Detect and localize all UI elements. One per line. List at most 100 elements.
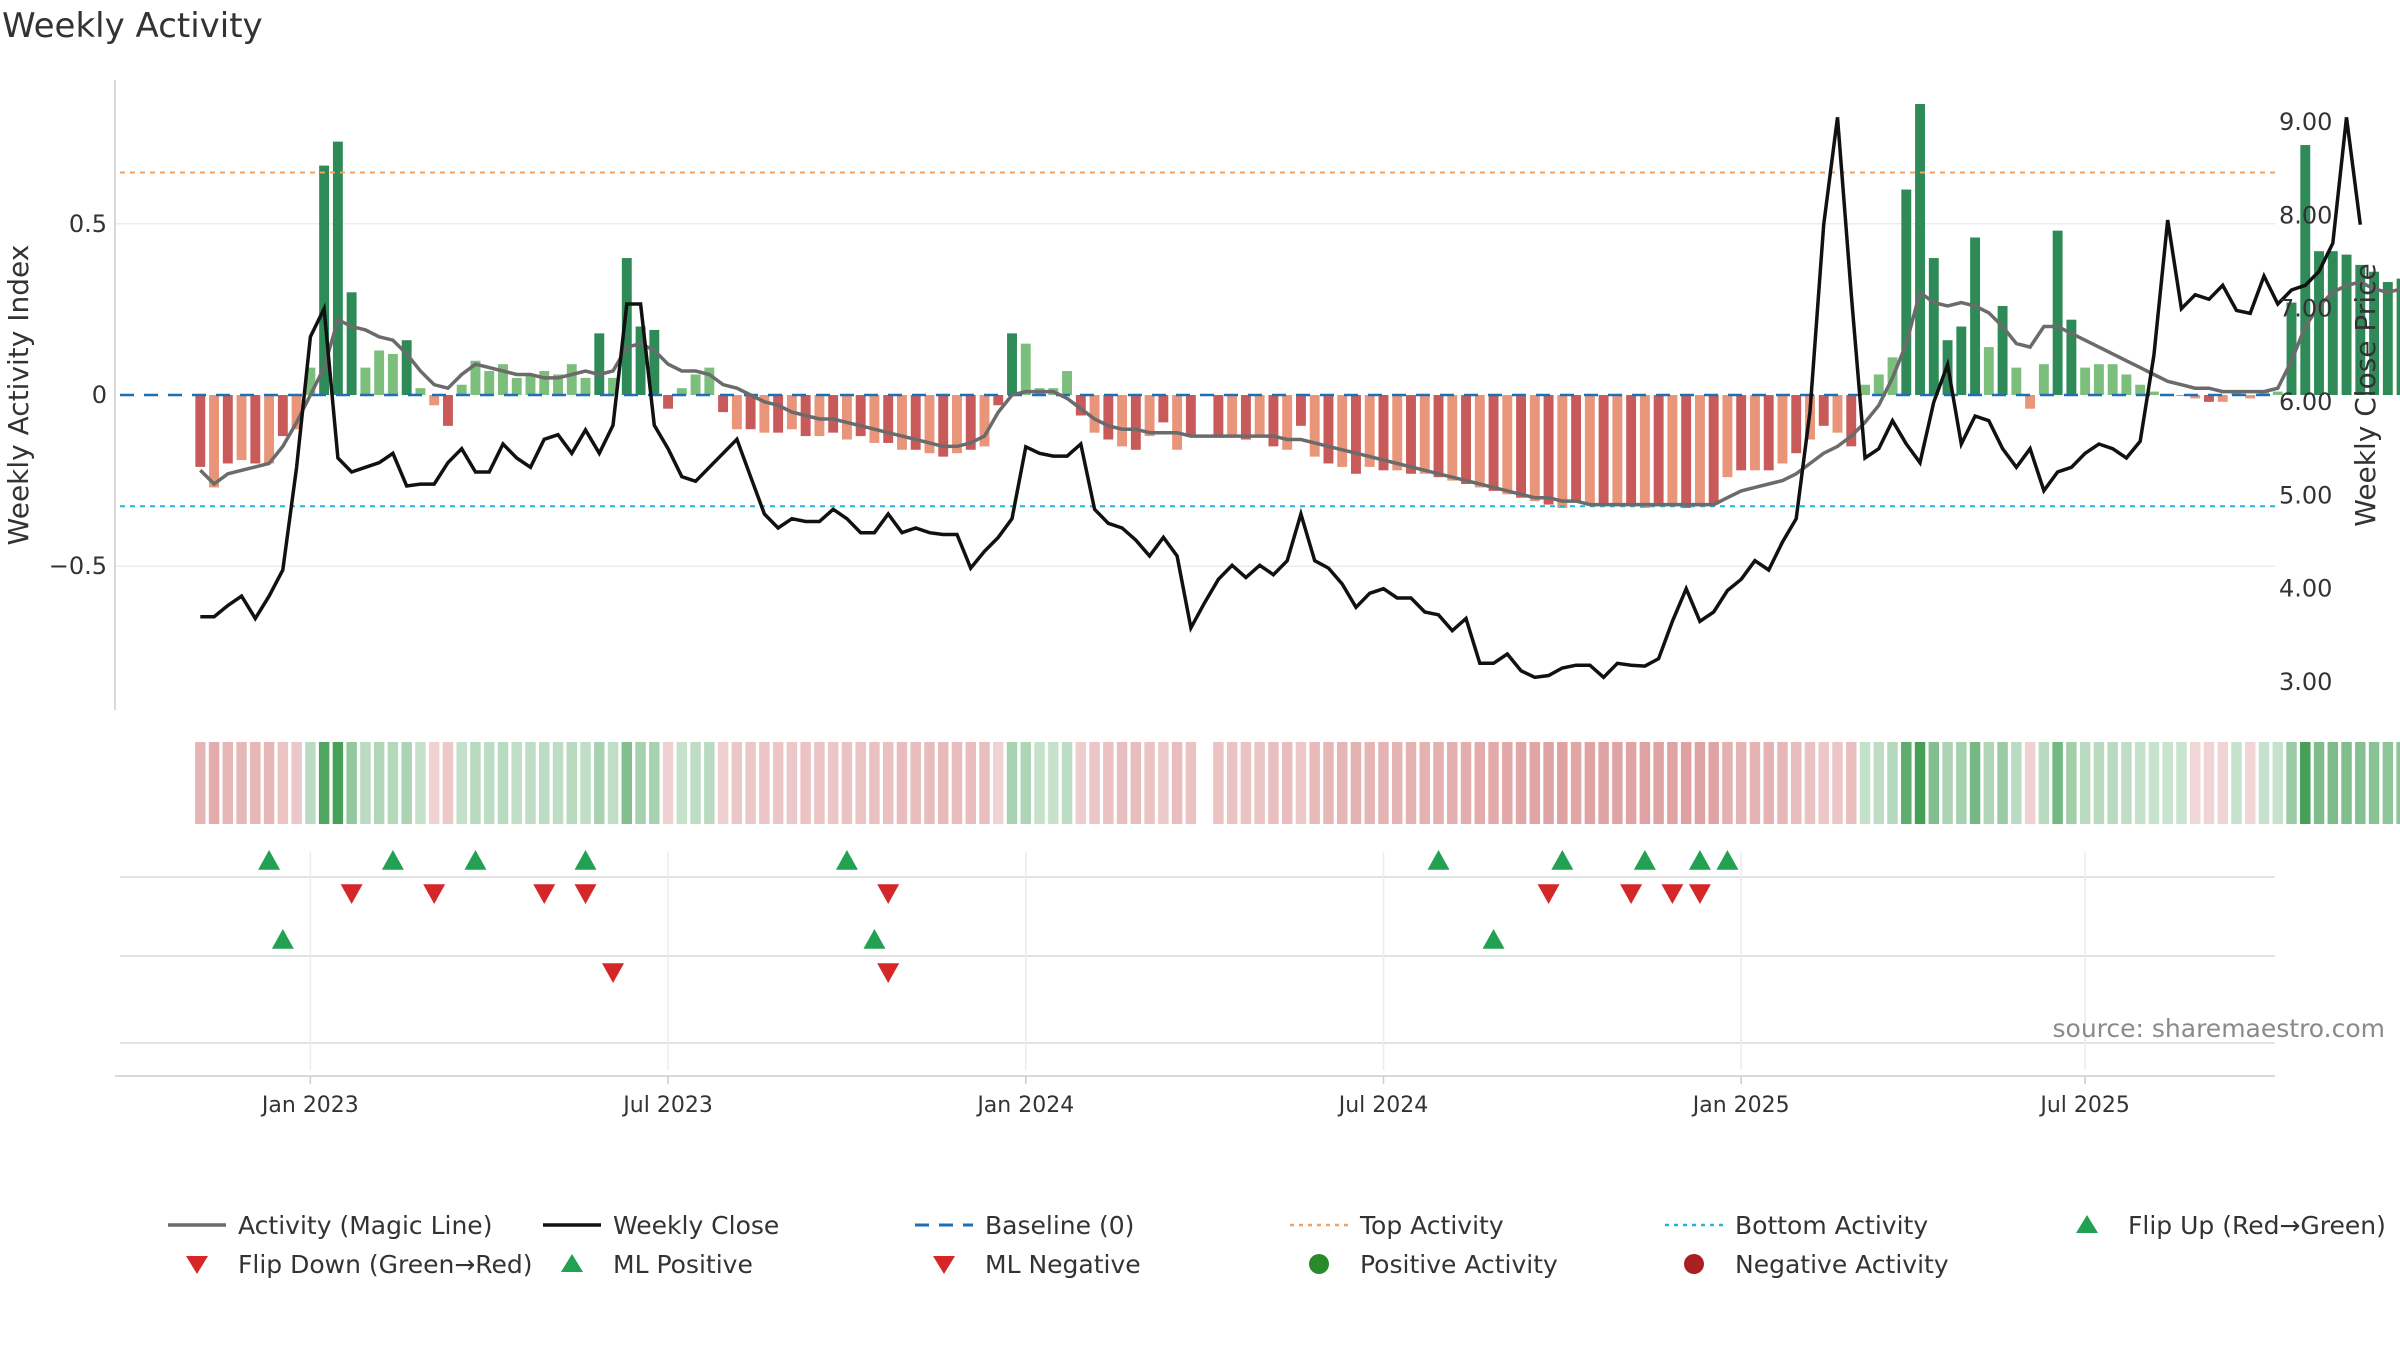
activity-bar	[718, 395, 729, 413]
activity-bar	[511, 377, 522, 395]
heat-cell	[2327, 742, 2339, 824]
flip-up-marker	[1633, 850, 1656, 870]
activity-bar	[759, 395, 770, 433]
heat-cell	[910, 742, 921, 824]
activity-bar	[1309, 395, 1320, 457]
heat-cell	[2231, 742, 2242, 824]
heat-cell	[1790, 742, 1802, 824]
activity-bar	[1378, 395, 1389, 471]
heat-cell	[387, 742, 399, 824]
heat-cell	[993, 742, 1004, 824]
heat-cell	[250, 742, 261, 824]
activity-bar	[924, 395, 935, 454]
flip-down-marker	[1661, 884, 1684, 904]
heat-cell	[1020, 742, 1032, 824]
heat-cell	[236, 742, 247, 824]
heat-cell	[1983, 742, 1995, 824]
ml-negative-marker	[602, 963, 625, 983]
magic-line	[199, 280, 2400, 507]
y-right-tick-label: 5.00	[2279, 481, 2332, 509]
flip-down-marker	[877, 884, 900, 904]
heat-cell	[2203, 742, 2215, 824]
heat-cell	[1281, 742, 1293, 824]
activity-bar	[566, 364, 577, 395]
flip-down-marker	[1688, 884, 1711, 904]
heat-cell	[1130, 742, 1142, 824]
heat-cell	[2341, 742, 2352, 824]
activity-bar	[1667, 395, 1678, 505]
activity-bar	[1571, 395, 1582, 502]
heat-cell	[1694, 742, 1706, 824]
heat-cell	[1433, 742, 1444, 824]
activity-bar	[1144, 395, 1155, 437]
heat-cell	[1254, 742, 1265, 824]
heat-cell	[346, 742, 357, 824]
heat-cell	[1956, 742, 1967, 824]
activity-bar	[264, 395, 275, 464]
activity-bar	[621, 258, 632, 395]
activity-bar	[1392, 395, 1403, 471]
ml-positive-marker	[1482, 929, 1505, 949]
activity-bar	[2107, 364, 2118, 395]
heat-cell	[360, 742, 371, 824]
heat-cell	[1942, 742, 1953, 824]
activity-bar	[456, 384, 467, 395]
legend-swatch	[186, 1256, 208, 1274]
heat-cell	[2355, 742, 2366, 824]
heat-cell	[318, 742, 330, 824]
activity-bar	[676, 388, 687, 395]
activity-bar	[1956, 326, 1967, 395]
legend-label: Flip Down (Green→Red)	[238, 1250, 533, 1279]
heat-cell	[621, 742, 633, 824]
heat-cell	[1268, 742, 1279, 824]
heat-cell	[1901, 742, 1912, 824]
activity-bar	[1777, 395, 1788, 464]
heat-cell	[924, 742, 935, 824]
heat-cell	[1804, 742, 1816, 824]
heat-cell	[1309, 742, 1320, 824]
heat-cell	[373, 742, 385, 824]
heat-cell	[2313, 742, 2325, 824]
activity-bar	[498, 364, 508, 395]
y-left-tick-label: −0.5	[49, 552, 107, 580]
activity-bar	[539, 371, 550, 395]
activity-bar	[1763, 395, 1774, 471]
heat-cell	[594, 742, 605, 824]
flip-up-marker	[381, 850, 404, 870]
heat-cell	[827, 742, 839, 824]
activity-bar	[1227, 395, 1238, 437]
series-lines	[199, 117, 2400, 680]
flip-down-marker	[1620, 884, 1643, 904]
flip-up-marker	[1427, 850, 1450, 870]
heat-cell	[401, 742, 412, 824]
heat-cell	[704, 742, 715, 824]
activity-bar	[1543, 395, 1554, 505]
flip-up-marker	[258, 850, 281, 870]
activity-bar	[814, 395, 825, 437]
heat-cell	[263, 742, 275, 824]
heat-cell	[195, 742, 206, 824]
flip-down-marker	[533, 884, 556, 904]
activity-bar	[360, 367, 371, 395]
activity-bar	[1557, 395, 1568, 508]
legend-label: Top Activity	[1359, 1211, 1504, 1240]
activity-bar	[1282, 395, 1293, 450]
flip-up-marker	[1716, 850, 1739, 870]
activity-bar	[209, 395, 220, 488]
activity-bar	[1213, 395, 1224, 437]
activity-bar	[1722, 395, 1733, 478]
activity-bar	[1185, 395, 1196, 437]
legend-label: Bottom Activity	[1735, 1211, 1928, 1240]
heat-cell	[456, 742, 467, 824]
flip-down-marker	[340, 884, 363, 904]
activity-bar	[2286, 302, 2297, 395]
activity-bar	[2245, 395, 2256, 399]
heat-cell	[1515, 742, 1527, 824]
heat-cell	[1103, 742, 1114, 824]
activity-bar	[1653, 395, 1664, 505]
heat-cell	[1653, 742, 1664, 824]
heat-cell	[717, 742, 729, 824]
flip-up-marker	[1688, 850, 1711, 870]
activity-bar	[2135, 384, 2146, 395]
